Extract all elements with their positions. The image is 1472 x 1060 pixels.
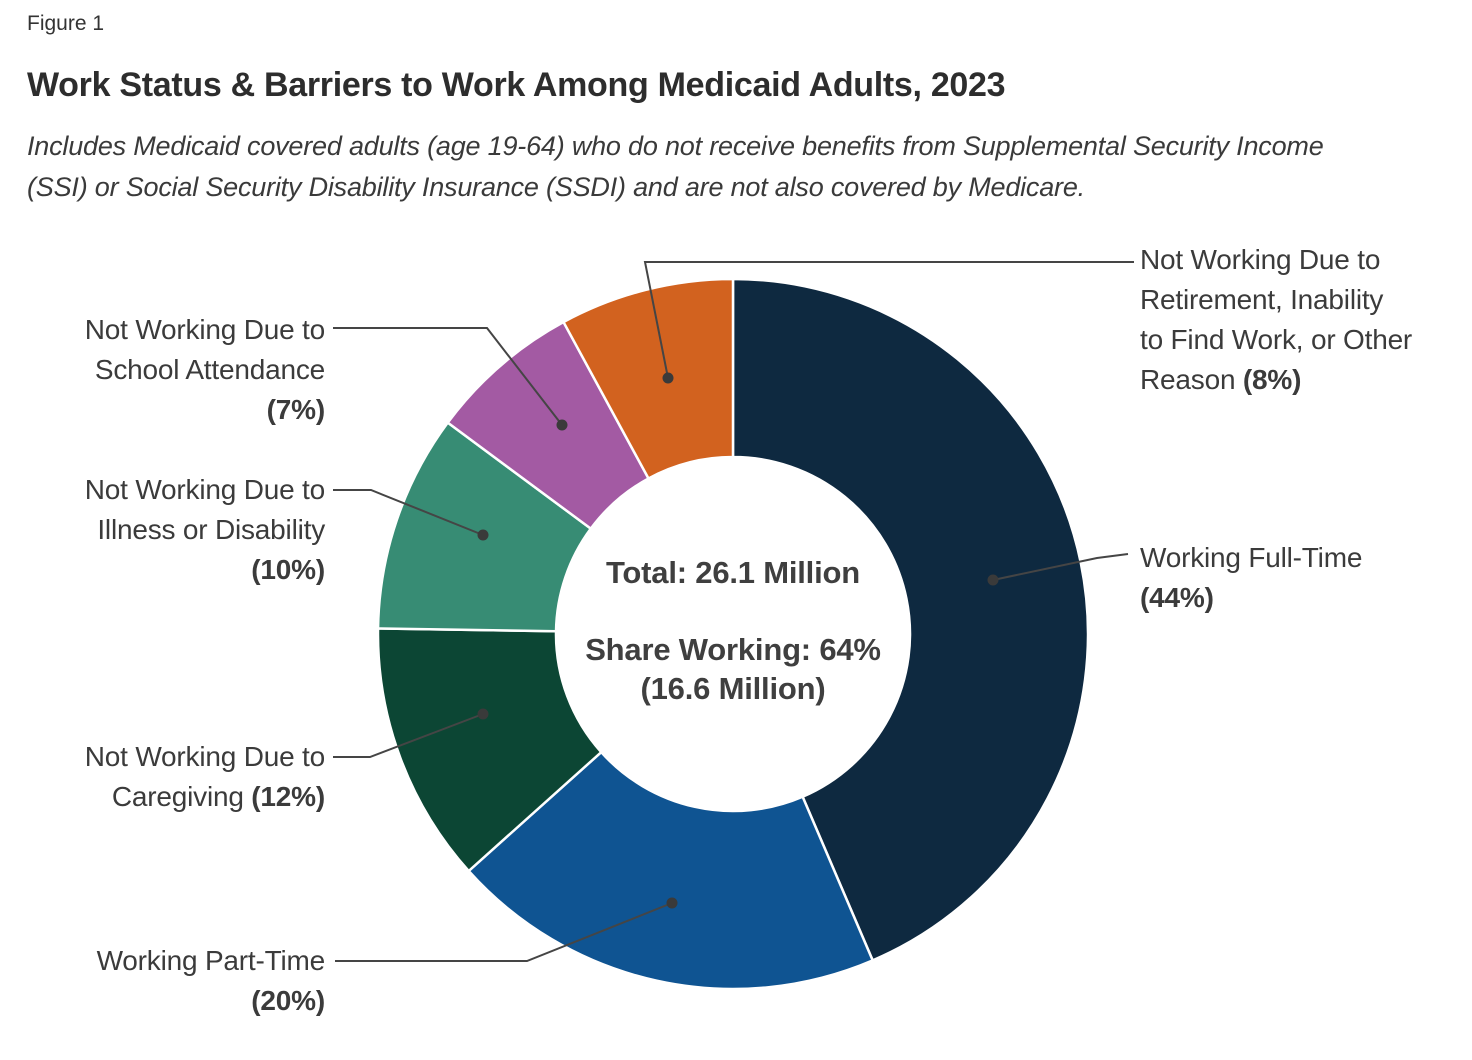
segment-label-not-working-school: Not Working Due to School Attendance (7%)	[84, 314, 325, 425]
donut-center-share-million: (16.6 Million)	[640, 671, 826, 706]
segment-label-not-working-illness-disability: Not Working Due to Illness or Disability(…	[84, 474, 325, 585]
leader-line-working-full-time	[992, 553, 1129, 581]
segment-label-not-working-caregiving: Not Working Due to Caregiving (12%)	[84, 741, 325, 812]
donut-center-share-pct: Share Working: 64%	[585, 632, 881, 667]
leader-dot-not-working-retirement-other	[662, 372, 674, 384]
segment-label-not-working-retirement-other: Not Working Due to Retirement, Inability t…	[1140, 244, 1413, 395]
donut-center-share: Share Working: 64% (16.6 Million)	[513, 630, 953, 708]
leader-dot-not-working-school	[556, 419, 568, 431]
leader-line-not-working-illness-disability	[333, 489, 484, 536]
segment-label-working-part-time: Working Part-Time (20%)	[96, 945, 326, 1016]
leader-dot-working-full-time	[987, 574, 999, 586]
donut-center-total: Total: 26.1 Million	[606, 555, 860, 590]
slice-working-full-time[interactable]	[731, 277, 1090, 963]
page-title: Work Status & Barriers to Work Among Med…	[27, 66, 1006, 104]
figure-label: Figure 1	[27, 12, 105, 35]
leader-dot-not-working-caregiving	[477, 708, 489, 720]
leader-line-not-working-retirement-other	[643, 261, 1134, 379]
leader-line-not-working-caregiving	[333, 713, 484, 758]
page-subtitle: Includes Medicaid covered adults (age 19…	[27, 131, 1324, 202]
slice-not-working-caregiving[interactable]	[376, 627, 603, 873]
slice-not-working-retirement-other[interactable]	[561, 277, 735, 481]
leader-line-not-working-school	[333, 327, 563, 426]
slice-not-working-illness-disability[interactable]	[376, 420, 593, 633]
segment-label-working-full-time: Working Full-Time (44%)	[1140, 542, 1363, 613]
leader-dot-working-part-time	[666, 897, 678, 909]
leader-line-working-part-time	[335, 902, 673, 962]
leader-dot-not-working-illness-disability	[477, 529, 489, 541]
slice-working-part-time[interactable]	[466, 750, 875, 991]
